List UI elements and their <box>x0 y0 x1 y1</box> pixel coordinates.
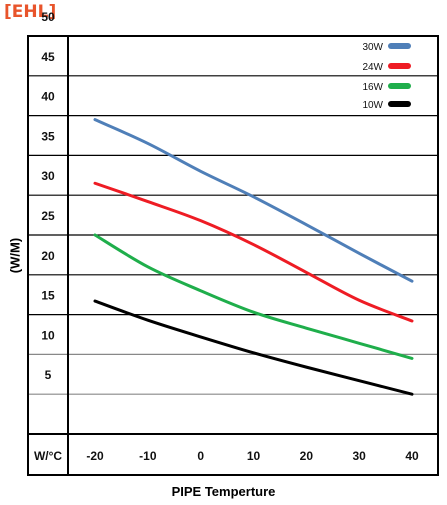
y-tick-label: 35 <box>41 129 55 143</box>
y-tick-label: 15 <box>41 289 55 303</box>
y-tick-label: 45 <box>41 50 55 64</box>
legend: 30W 24W 16W 10W <box>362 42 411 111</box>
legend-label: 24W <box>362 62 383 73</box>
y-tick-label: 20 <box>41 249 55 263</box>
x-tick-label: 0 <box>197 449 204 463</box>
x-tick-label: 40 <box>405 449 419 463</box>
y-tick-label: 50 <box>41 10 55 24</box>
x-axis-label: PIPE Temperture <box>171 484 276 499</box>
series-lines <box>93 118 414 396</box>
legend-label: 16W <box>362 82 383 93</box>
y-tick-label: 25 <box>41 209 55 223</box>
legend-swatch <box>388 63 411 69</box>
x-tick-label: 10 <box>247 449 261 463</box>
series-line-30w <box>93 118 414 283</box>
y-tick-label: 5 <box>45 368 52 382</box>
plot-border <box>27 35 439 476</box>
corner-unit-label: W/°C <box>34 449 62 463</box>
x-tick-labels: -20 -10 0 10 20 30 40 <box>86 449 419 463</box>
brand-label: [EHL] <box>4 2 57 22</box>
chart-frame <box>27 35 439 476</box>
y-tick-label: 40 <box>41 90 55 104</box>
y-axis-label: (W/M) <box>7 237 23 274</box>
legend-label: 10W <box>362 100 383 111</box>
x-tick-label: -10 <box>139 449 157 463</box>
legend-swatch <box>388 101 411 107</box>
x-tick-label: 30 <box>352 449 366 463</box>
x-tick-label: 20 <box>300 449 314 463</box>
legend-swatch <box>388 43 411 49</box>
x-tick-label: -20 <box>86 449 104 463</box>
y-tick-label: 30 <box>41 169 55 183</box>
legend-swatch <box>388 83 411 89</box>
legend-label: 30W <box>362 42 383 53</box>
y-tick-label: 10 <box>41 328 55 342</box>
series-line-16w <box>93 233 414 360</box>
series-line-10w <box>93 299 414 396</box>
series-line-24w <box>93 181 414 323</box>
y-tick-labels: 5 10 15 20 25 30 35 40 45 50 <box>41 10 55 382</box>
